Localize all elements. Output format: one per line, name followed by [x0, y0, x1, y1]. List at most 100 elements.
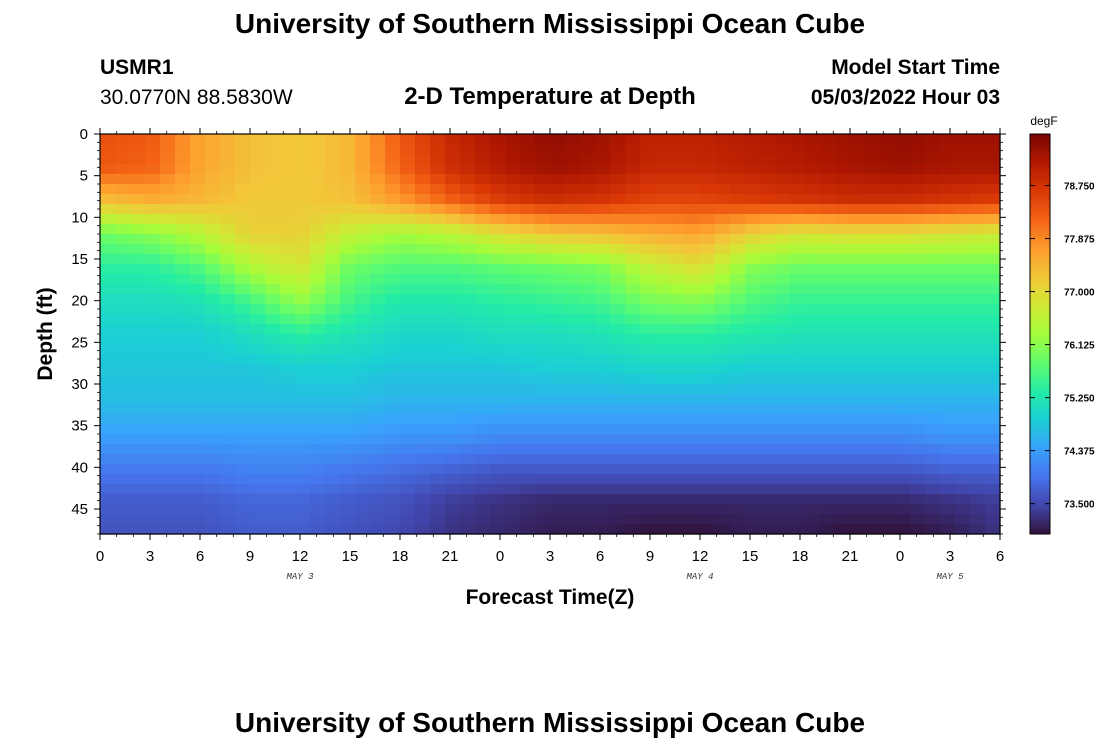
heatmap-cell [565, 524, 581, 535]
heatmap-cell [280, 254, 296, 265]
heatmap-cell [295, 174, 311, 185]
heatmap-cell [400, 204, 416, 215]
heatmap-cell [580, 224, 596, 235]
heatmap-cell [220, 474, 236, 485]
heatmap-cell [190, 164, 206, 175]
heatmap-cell [370, 354, 386, 365]
heatmap-cell [595, 404, 611, 415]
heatmap-cell [430, 404, 446, 415]
heatmap-cell [175, 434, 191, 445]
heatmap-cell [580, 484, 596, 495]
heatmap-cell [715, 174, 731, 185]
heatmap-cell [385, 274, 401, 285]
heatmap-cell [790, 404, 806, 415]
heatmap-cell [835, 204, 851, 215]
heatmap-cell [460, 214, 476, 225]
heatmap-cell [130, 184, 146, 195]
heatmap-cell [625, 234, 641, 245]
heatmap-cell [175, 294, 191, 305]
heatmap-cell [130, 454, 146, 465]
heatmap-cell [595, 494, 611, 505]
heatmap-cell [445, 314, 461, 325]
heatmap-cell [835, 314, 851, 325]
heatmap-cell [535, 194, 551, 205]
heatmap-cell [595, 444, 611, 455]
heatmap-cell [910, 274, 926, 285]
heatmap-cell [355, 514, 371, 525]
heatmap-cell [580, 414, 596, 425]
heatmap-cell [340, 184, 356, 195]
heatmap-cell [325, 414, 341, 425]
heatmap-cell [460, 274, 476, 285]
heatmap-cell [235, 214, 251, 225]
heatmap-cell [670, 134, 686, 145]
heatmap-cell [325, 134, 341, 145]
heatmap-cell [700, 304, 716, 315]
heatmap-cell [685, 174, 701, 185]
heatmap-cell [520, 194, 536, 205]
heatmap-cell [370, 144, 386, 155]
heatmap-cell [340, 464, 356, 475]
heatmap-cell [640, 404, 656, 415]
heatmap-cell [280, 284, 296, 295]
heatmap-cell [910, 304, 926, 315]
heatmap-cell [505, 354, 521, 365]
heatmap-cell [325, 214, 341, 225]
heatmap-cell [205, 234, 221, 245]
heatmap-cell [910, 334, 926, 345]
heatmap-cell [745, 414, 761, 425]
heatmap-cell [190, 364, 206, 375]
heatmap-cell [655, 524, 671, 535]
heatmap-cell [970, 324, 986, 335]
heatmap-cell [910, 184, 926, 195]
heatmap-cell [640, 424, 656, 435]
heatmap-cell [355, 444, 371, 455]
heatmap-cell [820, 414, 836, 425]
heatmap-cell [700, 424, 716, 435]
x-tick-label: 0 [896, 548, 904, 565]
heatmap-cell [985, 364, 1001, 375]
heatmap-cell [130, 334, 146, 345]
heatmap-cell [460, 314, 476, 325]
heatmap-cell [715, 164, 731, 175]
heatmap-cell [925, 484, 941, 495]
heatmap-cell [475, 494, 491, 505]
heatmap-cell [580, 144, 596, 155]
heatmap-cell [475, 254, 491, 265]
heatmap-cell [115, 274, 131, 285]
heatmap-cell [715, 154, 731, 165]
heatmap-cell [835, 164, 851, 175]
heatmap-cell [580, 314, 596, 325]
heatmap-cell [910, 424, 926, 435]
heatmap-cell [850, 334, 866, 345]
heatmap-cell [910, 344, 926, 355]
heatmap-cell [190, 254, 206, 265]
heatmap-cell [250, 334, 266, 345]
heatmap-cell [145, 424, 161, 435]
heatmap-cell [265, 464, 281, 475]
heatmap-cell [475, 514, 491, 525]
heatmap-cell [880, 274, 896, 285]
heatmap-cell [910, 234, 926, 245]
heatmap-cell [655, 374, 671, 385]
heatmap-cell [250, 224, 266, 235]
heatmap-cell [130, 484, 146, 495]
heatmap-cell [295, 334, 311, 345]
heatmap-cell [460, 234, 476, 245]
heatmap-cell [850, 474, 866, 485]
heatmap-cell [250, 484, 266, 495]
heatmap-cell [355, 214, 371, 225]
heatmap-cell [445, 514, 461, 525]
heatmap-cell [850, 294, 866, 305]
heatmap-cell [700, 204, 716, 215]
heatmap-cell [760, 364, 776, 375]
heatmap-cell [760, 414, 776, 425]
heatmap-cell [565, 434, 581, 445]
heatmap-cell [445, 344, 461, 355]
heatmap-cell [910, 284, 926, 295]
heatmap-cell [475, 244, 491, 255]
heatmap-cell [730, 274, 746, 285]
heatmap-cell [430, 374, 446, 385]
heatmap-cell [235, 524, 251, 535]
heatmap-cell [655, 304, 671, 315]
